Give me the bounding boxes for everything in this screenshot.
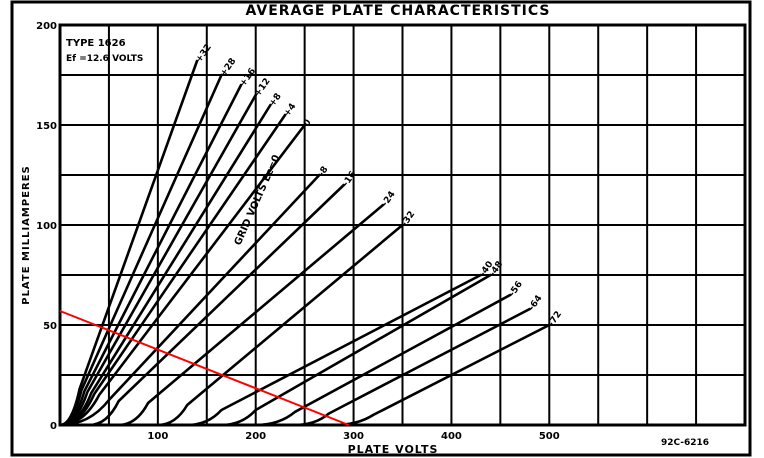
page-border <box>10 0 752 457</box>
series-line <box>220 273 492 427</box>
series-line <box>185 273 483 427</box>
x-tick-label: 500 <box>539 431 560 442</box>
y-tick-label: 100 <box>36 221 57 232</box>
x-tick-label: 200 <box>245 431 266 442</box>
series-label: -16 <box>341 170 359 189</box>
figure-id: 92C-6216 <box>661 438 709 448</box>
series-label: -8 <box>317 165 331 179</box>
series-label: +32 <box>194 43 214 65</box>
y-axis-label: PLATE MILLIAMPERES <box>21 165 32 305</box>
y-tick-label: 150 <box>36 121 57 132</box>
x-tick-label: 100 <box>147 431 168 442</box>
series-line <box>58 173 321 427</box>
x-tick-label: 400 <box>441 431 462 442</box>
filament-voltage-note: Ef =12.6 VOLTS <box>66 54 143 64</box>
series-line <box>293 307 532 427</box>
series-line <box>254 293 512 427</box>
chart-title: AVERAGE PLATE CHARACTERISTICS <box>245 3 550 19</box>
y-tick-label: 0 <box>50 421 57 432</box>
load-line <box>59 310 350 426</box>
series-label: -24 <box>380 190 398 209</box>
tube-type-note: TYPE 1626 <box>66 38 126 49</box>
y-tick-label: 50 <box>43 321 57 332</box>
y-tick-label: 200 <box>36 21 57 32</box>
series-line <box>332 323 551 427</box>
series-label: 0 <box>302 118 314 129</box>
series-label: -56 <box>507 280 525 299</box>
series-line <box>58 59 199 427</box>
series-line <box>88 183 346 427</box>
series-line <box>117 203 385 427</box>
grid-volts-note: GRID VOLTS Ec=0 <box>233 153 283 247</box>
plot-frame <box>58 23 747 427</box>
series-line <box>156 223 404 427</box>
x-tick-label: 300 <box>343 431 364 442</box>
x-axis-label: PLATE VOLTS <box>348 443 439 456</box>
series-label: -64 <box>527 294 545 313</box>
